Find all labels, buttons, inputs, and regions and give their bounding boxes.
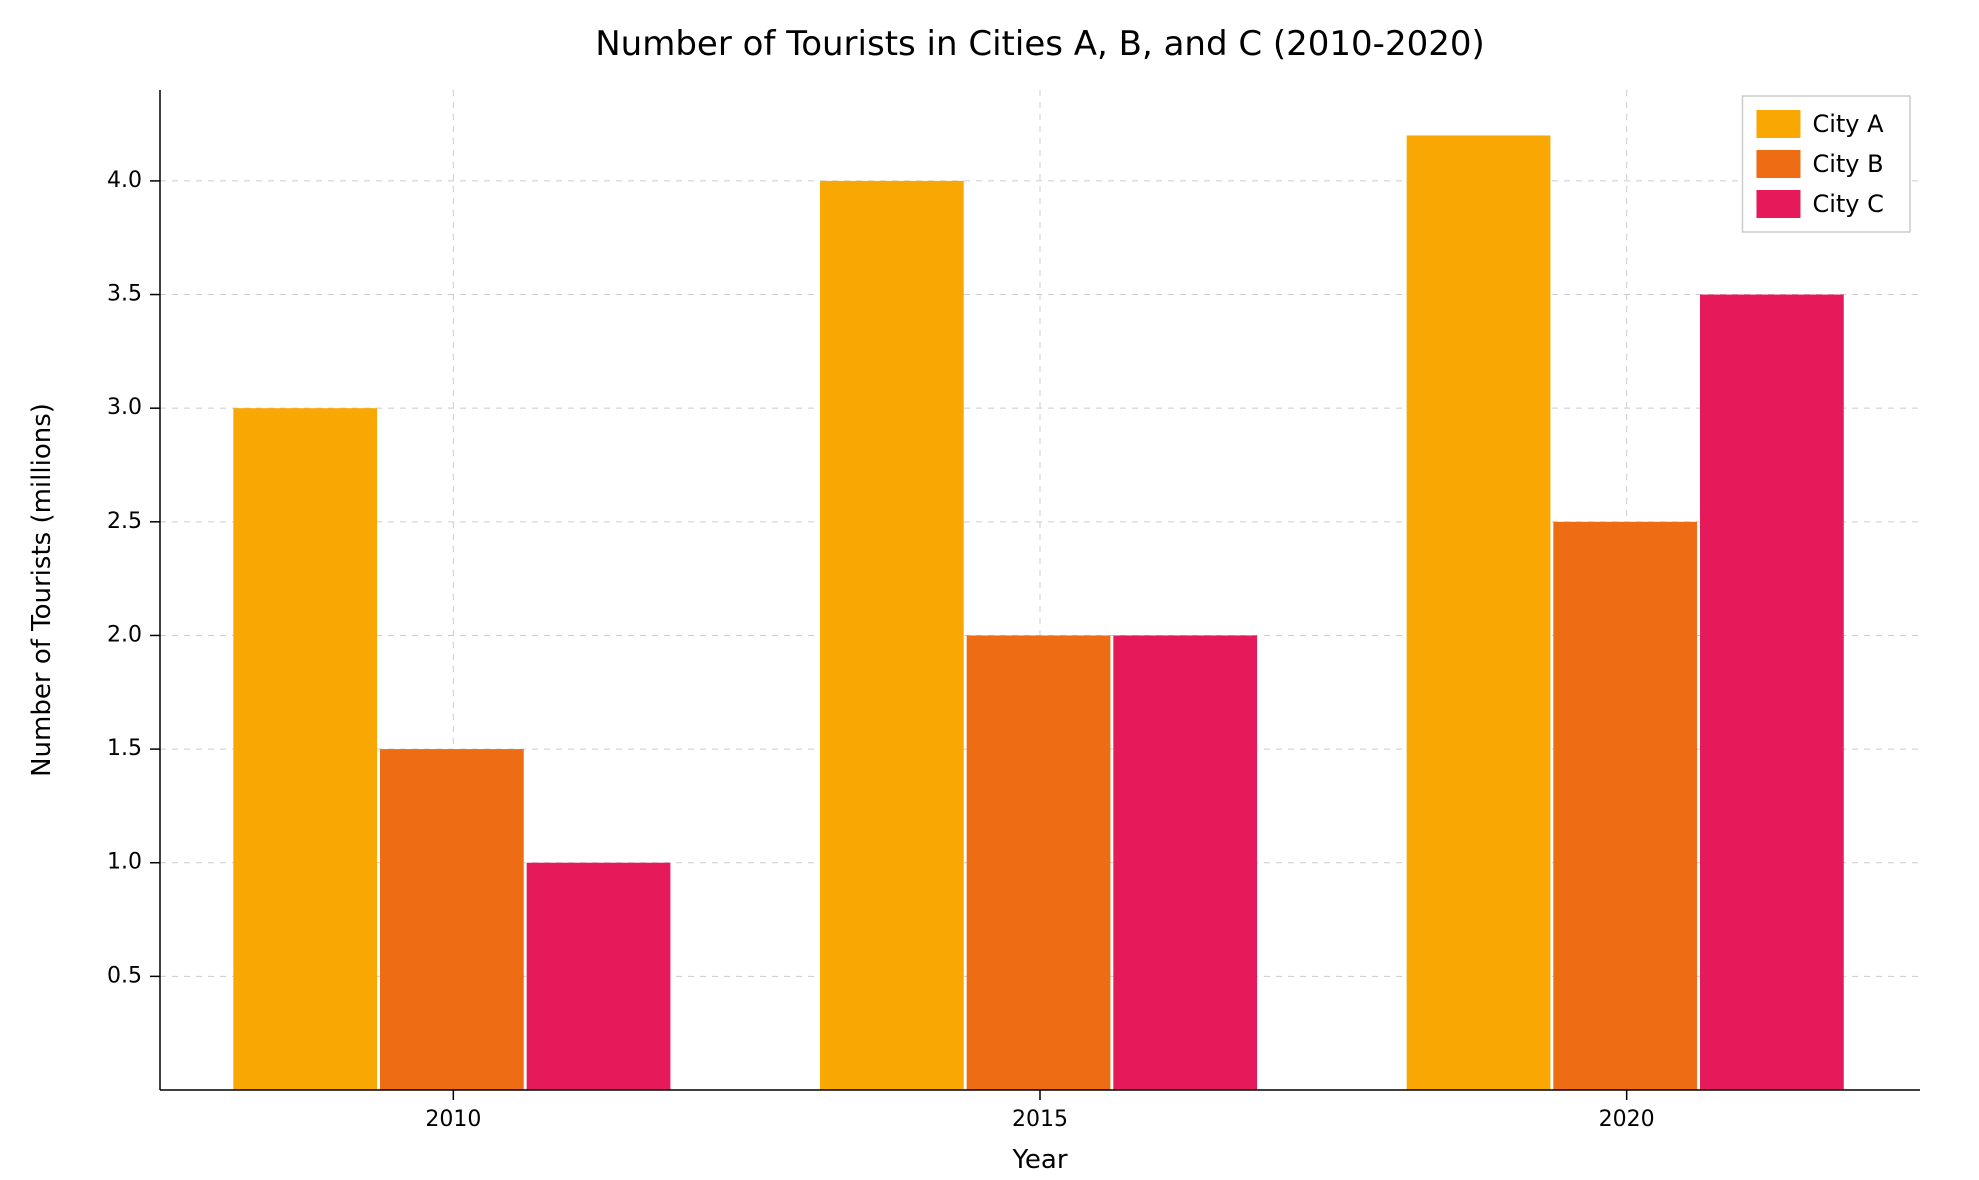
y-tick-label: 4.0	[107, 168, 142, 193]
x-axis-label: Year	[1011, 1145, 1067, 1175]
bar-city-c-2020	[1700, 295, 1844, 1090]
bar-city-b-2010	[380, 749, 524, 1090]
bar-city-b-2020	[1553, 522, 1697, 1090]
y-tick-label: 2.5	[107, 509, 142, 534]
x-tick-label: 2010	[425, 1107, 481, 1132]
bar-city-a-2015	[820, 181, 964, 1090]
chart-container: 0.5 1.0 1.5 2.0 2.5 3.0 3.5 4.0 2010 2015 2020 Year…	[0, 0, 1979, 1180]
bar-city-c-2015	[1113, 635, 1257, 1090]
bar-city-b-2015	[967, 635, 1111, 1090]
legend-swatch	[1756, 190, 1800, 218]
y-tick-label: 2.0	[107, 622, 142, 647]
bar-city-a-2020	[1407, 135, 1551, 1090]
bar-city-c-2010	[527, 863, 671, 1090]
legend-label: City C	[1812, 190, 1883, 218]
legend-label: City B	[1812, 150, 1883, 178]
y-tick-label: 1.0	[107, 850, 142, 875]
legend-label: City A	[1812, 110, 1884, 138]
y-tick-label: 0.5	[107, 963, 142, 988]
x-tick-label: 2015	[1012, 1107, 1068, 1132]
legend-swatch	[1756, 110, 1800, 138]
chart-title: Number of Tourists in Cities A, B, and C…	[595, 24, 1485, 64]
bar-city-a-2010	[233, 408, 377, 1090]
legend-swatch	[1756, 150, 1800, 178]
y-tick-label: 1.5	[107, 736, 142, 761]
y-axis-label: Number of Tourists (millions)	[27, 403, 57, 777]
y-tick-label: 3.0	[107, 395, 142, 420]
y-tick-label: 3.5	[107, 282, 142, 307]
bar-chart: 0.5 1.0 1.5 2.0 2.5 3.0 3.5 4.0 2010 2015 2020 Year…	[0, 0, 1979, 1180]
legend: City A City B City C	[1742, 96, 1910, 232]
x-tick-label: 2020	[1599, 1107, 1655, 1132]
